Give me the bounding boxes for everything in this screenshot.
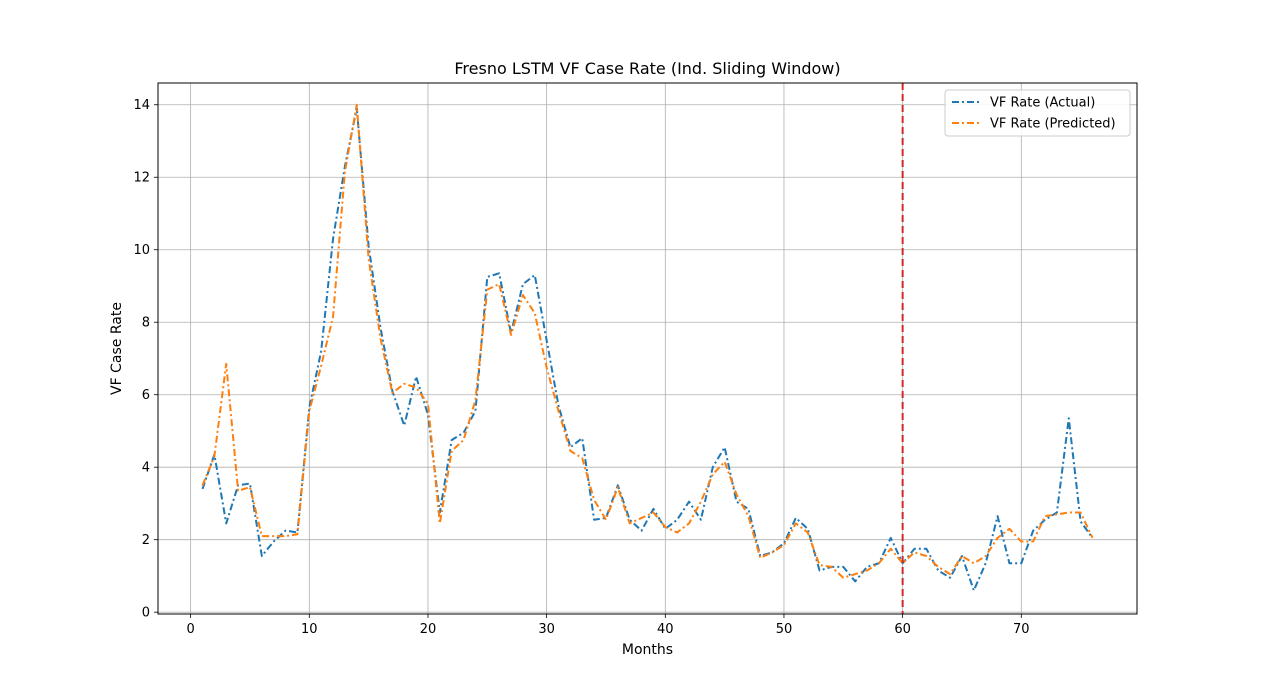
chart-title: Fresno LSTM VF Case Rate (Ind. Sliding W… bbox=[454, 59, 840, 78]
y-tick-label: 6 bbox=[142, 388, 150, 403]
x-tick-label: 60 bbox=[894, 622, 911, 637]
legend-box bbox=[944, 89, 1131, 137]
x-tick-label: 10 bbox=[301, 622, 318, 637]
legend-label-predicted: VF Rate (Predicted) bbox=[990, 117, 1116, 132]
y-tick-label: 10 bbox=[133, 243, 150, 258]
x-tick-label: 40 bbox=[657, 622, 674, 637]
series-layer bbox=[201, 103, 1094, 592]
series-line-predicted bbox=[201, 103, 1094, 579]
x-tick-label: 30 bbox=[538, 622, 555, 637]
y-tick-label: 0 bbox=[142, 606, 150, 621]
grid-layer bbox=[158, 83, 1137, 614]
y-tick-label: 2 bbox=[142, 533, 150, 548]
y-tick-label: 14 bbox=[133, 98, 150, 113]
x-tick-label: 50 bbox=[776, 622, 793, 637]
y-tick-label: 8 bbox=[142, 316, 150, 331]
legend: VF Rate (Actual) VF Rate (Predicted) bbox=[944, 89, 1131, 137]
y-axis-label: VF Case Rate bbox=[109, 302, 125, 395]
x-tick-label: 0 bbox=[186, 622, 194, 637]
x-tick-label: 70 bbox=[1013, 622, 1030, 637]
legend-label-actual: VF Rate (Actual) bbox=[990, 96, 1095, 111]
tick-layer: 0 10 20 30 40 50 60 70 0 2 4 6 8 10 12 14 bbox=[133, 98, 1029, 637]
x-axis-label: Months bbox=[622, 642, 673, 658]
y-tick-label: 12 bbox=[133, 171, 150, 186]
y-tick-label: 4 bbox=[142, 461, 150, 476]
x-tick-label: 20 bbox=[420, 622, 437, 637]
plot-frame bbox=[157, 82, 1138, 615]
